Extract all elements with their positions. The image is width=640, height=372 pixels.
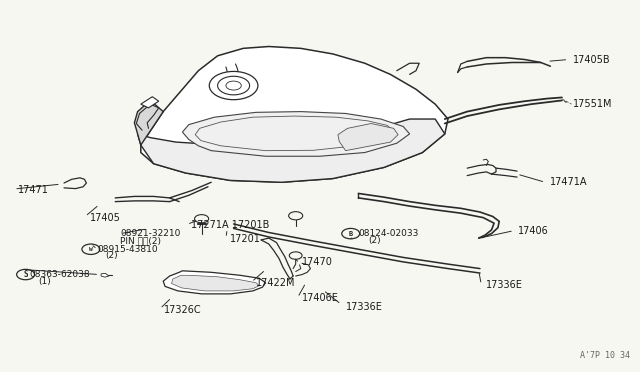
Circle shape bbox=[209, 71, 258, 100]
Text: W: W bbox=[89, 247, 93, 252]
Text: 08363-62038: 08363-62038 bbox=[29, 270, 90, 279]
Polygon shape bbox=[134, 100, 163, 145]
Polygon shape bbox=[101, 273, 109, 277]
Text: A'7P 10 34: A'7P 10 34 bbox=[580, 351, 630, 360]
Polygon shape bbox=[195, 116, 394, 151]
Text: 08124-02033: 08124-02033 bbox=[358, 229, 419, 238]
Text: 17470: 17470 bbox=[302, 257, 333, 267]
Polygon shape bbox=[172, 275, 259, 291]
Text: 17471: 17471 bbox=[18, 185, 49, 195]
Text: 17406: 17406 bbox=[518, 226, 549, 235]
Text: 17201: 17201 bbox=[230, 234, 261, 244]
Text: 17326C: 17326C bbox=[164, 305, 202, 314]
Text: (2): (2) bbox=[368, 236, 381, 245]
Polygon shape bbox=[163, 271, 266, 294]
Polygon shape bbox=[338, 124, 398, 151]
Text: 17271A 17201B: 17271A 17201B bbox=[191, 220, 269, 230]
Text: 17551M: 17551M bbox=[573, 99, 612, 109]
Polygon shape bbox=[182, 112, 410, 156]
Text: S: S bbox=[23, 270, 28, 279]
Text: B: B bbox=[349, 231, 353, 237]
Text: 08921-32210: 08921-32210 bbox=[120, 229, 180, 238]
Text: PIN ピン(2): PIN ピン(2) bbox=[120, 237, 161, 246]
Polygon shape bbox=[141, 97, 159, 108]
Text: 08915-43810: 08915-43810 bbox=[97, 245, 158, 254]
Text: 17405B: 17405B bbox=[573, 55, 611, 64]
Text: 17405: 17405 bbox=[90, 213, 120, 222]
Text: 17336E: 17336E bbox=[486, 280, 524, 289]
Text: 17471A: 17471A bbox=[550, 177, 588, 187]
Text: 17336E: 17336E bbox=[346, 302, 383, 312]
Text: (1): (1) bbox=[38, 277, 51, 286]
Text: 17406E: 17406E bbox=[302, 294, 339, 303]
Text: (2): (2) bbox=[106, 251, 118, 260]
Polygon shape bbox=[138, 119, 445, 182]
Polygon shape bbox=[141, 46, 448, 182]
Text: 17422M: 17422M bbox=[256, 278, 296, 288]
